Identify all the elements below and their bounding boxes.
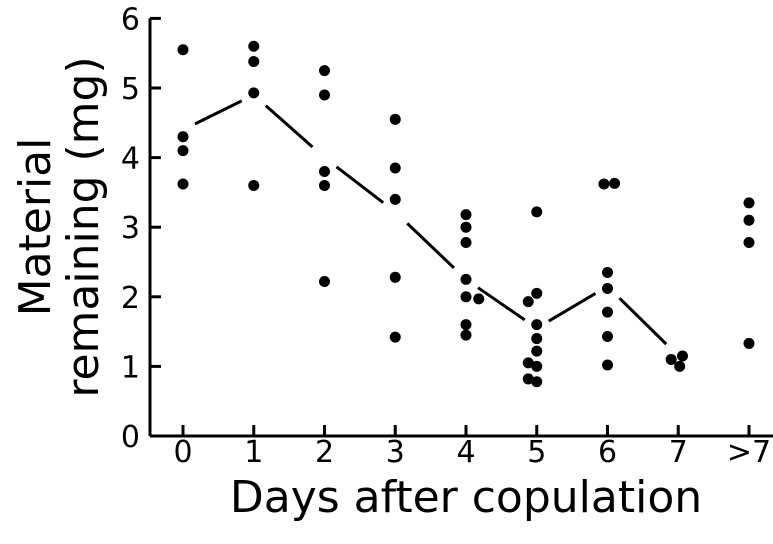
data-point (676, 350, 688, 362)
data-point (177, 131, 189, 143)
data-point (602, 282, 613, 294)
data-point (389, 193, 401, 205)
data-point (460, 291, 472, 303)
x-tick-label: 2 (315, 435, 334, 470)
mean-line-segment (194, 99, 243, 126)
data-point (460, 329, 472, 341)
data-point (319, 166, 330, 178)
data-point (248, 56, 260, 68)
data-point (389, 331, 401, 343)
data-point (674, 360, 686, 372)
data-point (531, 319, 543, 331)
data-point (460, 273, 472, 285)
data-point (743, 237, 755, 249)
data-point (531, 206, 543, 218)
data-point (248, 40, 260, 52)
x-tick-label: 4 (456, 435, 475, 470)
y-tick-label: 5 (121, 72, 140, 107)
data-point (319, 275, 330, 287)
data-point (531, 376, 543, 388)
y-axis-title-line2: remaining (mg) (58, 56, 109, 397)
data-point (522, 357, 534, 369)
y-tick-label: 0 (121, 420, 140, 455)
data-point (598, 178, 610, 190)
data-point (602, 266, 613, 278)
data-point (602, 306, 613, 318)
data-point (522, 373, 534, 385)
mean-line (194, 99, 668, 346)
data-point (177, 44, 189, 56)
data-point (177, 178, 189, 190)
x-tick-label: 5 (527, 435, 546, 470)
axes: 0 1 2 3 4 5 6 0 1 2 3 4 5 6 7 >7 (121, 2, 773, 470)
data-point (531, 333, 543, 345)
data-point (248, 87, 260, 99)
y-tick-label: 6 (121, 2, 140, 37)
mean-line-segment (618, 297, 668, 346)
x-tick-label: 1 (244, 435, 263, 470)
data-point (248, 179, 260, 191)
data-point (460, 237, 472, 249)
data-point (389, 113, 401, 125)
data-point (460, 209, 472, 221)
data-point (743, 214, 755, 226)
mean-line-segment (477, 286, 526, 322)
data-point (743, 197, 755, 209)
y-tick-label: 4 (121, 142, 140, 177)
data-point (389, 162, 401, 174)
x-tick-label: 7 (669, 435, 688, 470)
data-point (177, 145, 189, 157)
x-tick-label: >7 (727, 435, 771, 470)
data-point (602, 359, 613, 371)
mean-line-segment (335, 165, 385, 204)
data-point (531, 360, 543, 372)
data-points (177, 40, 755, 388)
data-point (602, 330, 613, 342)
y-tick-label: 2 (121, 281, 140, 316)
data-point (743, 337, 755, 349)
data-point (389, 271, 401, 283)
data-point (665, 353, 677, 365)
data-point (473, 293, 485, 305)
x-tick-label: 6 (598, 435, 617, 470)
mean-line-segment (406, 222, 456, 270)
mean-line-segment (264, 104, 314, 149)
y-axis-title-line1: Material (10, 138, 61, 317)
data-point (531, 287, 543, 299)
data-point (460, 319, 472, 331)
x-axis-title: Days after copulation (230, 472, 702, 523)
y-tick-label: 3 (121, 211, 140, 246)
data-point (531, 345, 543, 357)
y-axis-title: Material remaining (mg) (10, 56, 109, 397)
data-point (319, 179, 330, 191)
data-point (319, 89, 330, 101)
mean-line-segment (548, 292, 597, 323)
data-point (522, 296, 534, 308)
y-tick-label: 1 (121, 350, 140, 385)
x-tick-label: 3 (386, 435, 405, 470)
data-point (319, 65, 330, 77)
data-point (609, 177, 621, 189)
data-point (460, 221, 472, 233)
x-tick-label: 0 (173, 435, 192, 470)
